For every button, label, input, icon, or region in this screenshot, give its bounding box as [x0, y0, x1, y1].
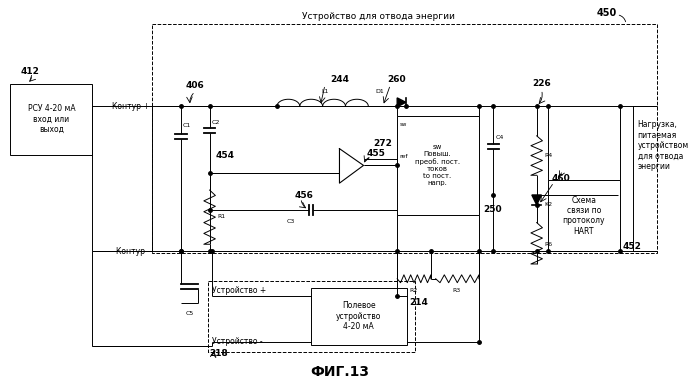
Text: 260: 260 — [387, 75, 406, 84]
Text: 452: 452 — [622, 242, 641, 251]
Text: 460: 460 — [551, 174, 570, 183]
Text: L1: L1 — [322, 89, 329, 94]
Text: 226: 226 — [532, 79, 551, 88]
Text: D1: D1 — [375, 89, 384, 94]
Text: Нагрузка,
питаемая
устройством
для отвода
энергии: Нагрузка, питаемая устройством для отвод… — [637, 120, 689, 171]
Text: 456: 456 — [294, 192, 313, 200]
Text: Контур -: Контур - — [116, 247, 150, 256]
Text: sw: sw — [400, 122, 408, 127]
Text: R4: R4 — [545, 153, 553, 158]
Text: 454: 454 — [215, 151, 234, 160]
Text: Схема
связи по
протоколу
HART: Схема связи по протоколу HART — [563, 195, 605, 236]
Text: sw
Повыш.
преоб. пост.
токов
to пост.
напр.: sw Повыш. преоб. пост. токов to пост. на… — [415, 144, 460, 187]
Text: C3: C3 — [287, 219, 295, 224]
Text: РСУ 4-20 мА
вход или
выход: РСУ 4-20 мА вход или выход — [27, 104, 75, 134]
Text: 244: 244 — [330, 75, 349, 84]
Text: K2: K2 — [545, 202, 552, 207]
Text: R6: R6 — [545, 242, 552, 247]
Bar — [152, 24, 657, 253]
Text: R1: R1 — [217, 214, 225, 219]
Bar — [548, 180, 621, 251]
Text: ref: ref — [399, 154, 408, 159]
Text: 455: 455 — [366, 149, 385, 158]
Text: Устройство -: Устройство - — [212, 337, 263, 346]
Text: Устройство +: Устройство + — [212, 286, 267, 295]
Text: R3: R3 — [453, 288, 461, 293]
Bar — [310, 288, 407, 345]
Text: 412: 412 — [20, 67, 39, 76]
Text: C1: C1 — [182, 123, 191, 128]
Text: Контур +: Контур + — [113, 102, 150, 111]
Text: 250: 250 — [483, 205, 501, 214]
Text: Устройство для отвода энергии: Устройство для отвода энергии — [301, 12, 454, 21]
Text: 450: 450 — [596, 8, 617, 18]
Polygon shape — [532, 195, 542, 205]
Bar — [208, 281, 415, 352]
Text: R2: R2 — [410, 288, 418, 293]
Text: 214: 214 — [410, 298, 428, 307]
Text: 272: 272 — [373, 139, 392, 148]
Text: C5: C5 — [185, 311, 194, 316]
Text: ФИГ.13: ФИГ.13 — [310, 365, 369, 379]
Bar — [397, 116, 479, 215]
Polygon shape — [397, 98, 406, 107]
Text: 218: 218 — [210, 349, 229, 358]
Bar — [10, 84, 92, 154]
Text: 406: 406 — [185, 81, 204, 90]
Text: C4: C4 — [496, 135, 504, 140]
Text: C2: C2 — [212, 120, 220, 125]
Text: Полевое
устройство
4-20 мА: Полевое устройство 4-20 мА — [336, 301, 382, 331]
